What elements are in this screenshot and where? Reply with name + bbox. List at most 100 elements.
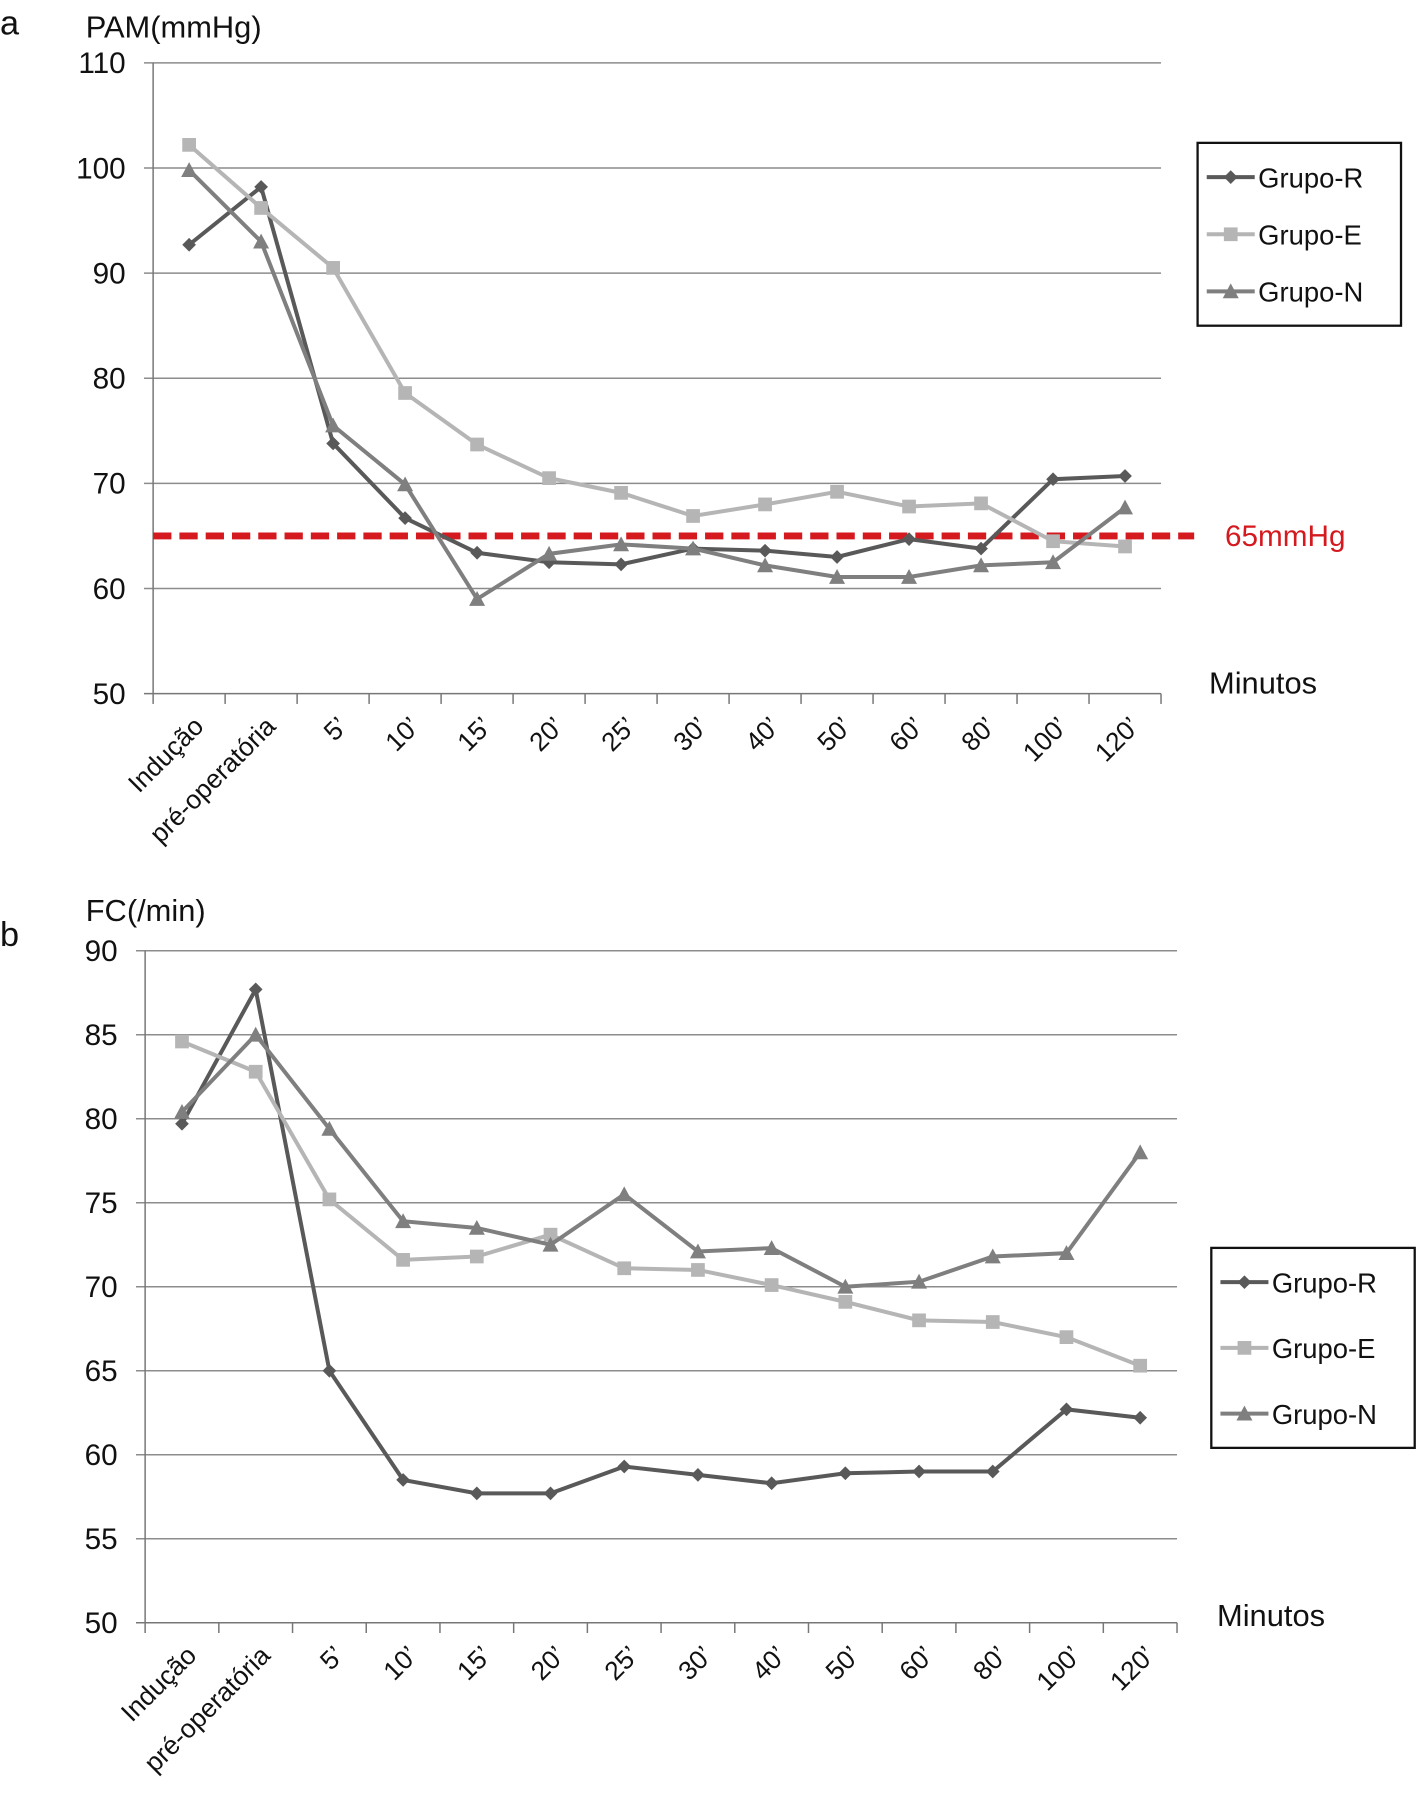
data-point — [541, 545, 558, 561]
x-axis-title: Minutos — [1209, 666, 1317, 701]
y-tick-label: 50 — [93, 678, 126, 711]
data-point — [326, 261, 340, 275]
data-point — [1118, 539, 1132, 554]
data-point — [254, 201, 268, 215]
data-point — [542, 471, 556, 485]
x-tick-label: 120’ — [1104, 1640, 1160, 1696]
data-point — [757, 557, 774, 573]
data-point — [758, 497, 772, 512]
data-point — [1118, 469, 1132, 483]
y-tick-label: 70 — [93, 468, 126, 501]
data-point — [617, 1459, 632, 1474]
x-tick-label: 10’ — [377, 1640, 423, 1686]
data-point — [764, 1278, 779, 1292]
x-tick-label: 50’ — [820, 1640, 866, 1686]
data-point — [470, 437, 484, 452]
x-tick-label: 10’ — [379, 711, 425, 757]
data-point — [322, 1363, 337, 1378]
data-point — [175, 1116, 189, 1131]
x-tick-label: 50’ — [811, 711, 857, 757]
data-point — [325, 417, 342, 433]
data-point — [175, 1034, 189, 1049]
x-tick-label: 120’ — [1089, 711, 1145, 767]
data-point — [1059, 1402, 1074, 1417]
y-tick-label: 100 — [76, 152, 126, 185]
legend-label: Grupo-E — [1258, 220, 1362, 251]
series-line — [181, 1039, 1141, 1368]
data-point — [395, 1213, 412, 1229]
y-tick-label: 75 — [85, 1187, 118, 1220]
data-point — [974, 541, 988, 556]
series-line — [180, 1031, 1142, 1289]
data-point — [974, 496, 988, 511]
data-point — [830, 550, 844, 564]
x-tick-label: 30’ — [667, 711, 713, 757]
data-point — [912, 1313, 926, 1328]
data-point — [911, 1273, 928, 1289]
data-point — [829, 568, 846, 584]
data-point — [543, 1486, 558, 1501]
data-point — [1046, 472, 1060, 487]
series-grupo-n — [181, 162, 1134, 606]
x-tick-label: pré-operatória — [138, 1640, 276, 1778]
y-tick-label: 65 — [85, 1355, 118, 1388]
data-point — [468, 1219, 485, 1235]
x-tick-label: 15’ — [451, 1640, 497, 1686]
data-point — [181, 162, 198, 177]
data-point — [396, 1473, 410, 1487]
y-tick-label: 70 — [85, 1271, 118, 1304]
data-point — [1132, 1144, 1149, 1160]
series-grupo-e — [175, 1034, 1148, 1373]
data-point — [985, 1315, 1000, 1329]
y-tick-label: 60 — [85, 1439, 118, 1472]
legend-label: Grupo-R — [1272, 1267, 1377, 1298]
series-line — [187, 183, 1126, 567]
series-grupo-r — [175, 982, 1148, 1501]
x-tick-label: 80’ — [955, 711, 1001, 757]
data-point — [396, 1253, 410, 1267]
data-point — [838, 1295, 853, 1309]
y-tick-label: 50 — [85, 1607, 118, 1640]
data-point — [469, 1486, 484, 1501]
data-point — [182, 138, 196, 152]
data-point — [689, 1243, 706, 1259]
chart-b: bFC(/min)Minutos505560657075808590Induçã… — [0, 893, 1416, 1778]
legend-marker — [1237, 1275, 1252, 1290]
data-point — [1133, 1410, 1148, 1425]
legend: Grupo-R Grupo-E Grupo-N — [1210, 1246, 1416, 1450]
legend-label: Grupo-E — [1272, 1333, 1376, 1364]
data-point — [763, 1240, 780, 1255]
data-point — [691, 1468, 705, 1482]
data-point — [764, 1476, 779, 1491]
data-point — [469, 591, 486, 606]
x-tick-label: 100’ — [1017, 711, 1073, 767]
x-tick-label: 5’ — [318, 711, 354, 747]
data-point — [613, 536, 630, 552]
legend-label: Grupo-N — [1258, 277, 1363, 308]
y-tick-label: 55 — [85, 1523, 118, 1556]
series-grupo-n — [173, 1026, 1149, 1294]
data-point — [912, 1464, 926, 1479]
panel-label: b — [0, 916, 19, 954]
x-tick-label: 100’ — [1030, 1640, 1086, 1696]
y-axis-title: PAM(mmHg) — [86, 10, 262, 45]
x-tick-label: 40’ — [739, 711, 785, 757]
data-point — [902, 532, 916, 546]
data-point — [543, 1227, 558, 1242]
data-point — [470, 545, 484, 560]
x-tick-label: pré-operatória — [143, 711, 281, 849]
data-point — [397, 476, 414, 492]
data-point — [617, 1261, 632, 1276]
series-line — [180, 983, 1141, 1496]
x-tick-label: 20’ — [525, 1640, 571, 1686]
data-point — [248, 1064, 263, 1079]
data-point — [616, 1186, 633, 1202]
data-point — [1046, 534, 1060, 549]
y-tick-label: 85 — [85, 1019, 118, 1052]
y-tick-label: 90 — [93, 257, 126, 290]
data-point — [322, 1192, 337, 1207]
x-tick-label: 40’ — [746, 1640, 792, 1686]
legend-marker — [1223, 170, 1238, 185]
data-point — [691, 1263, 705, 1277]
y-tick-label: 90 — [85, 935, 118, 968]
